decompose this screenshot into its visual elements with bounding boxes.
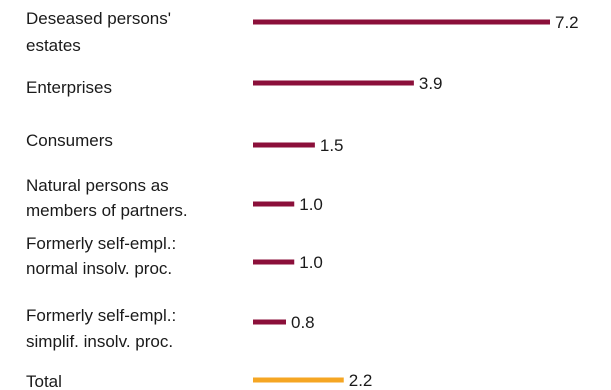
value-label: 1.0 <box>299 195 323 214</box>
bar <box>253 142 315 148</box>
category-label-line: estates <box>26 36 81 55</box>
category-label-line: Natural persons as <box>26 176 169 195</box>
value-label: 0.8 <box>291 313 315 332</box>
value-label: 2.2 <box>349 371 373 390</box>
category-label-line: Formerly self-empl.: <box>26 234 176 253</box>
value-label: 3.9 <box>419 74 443 93</box>
category-label-line: simplif. insolv. proc. <box>26 332 173 351</box>
value-label: 7.2 <box>555 13 579 32</box>
category-label-line: Total <box>26 372 62 390</box>
bar-total <box>253 377 344 383</box>
category-labels: Deseased persons' estates Enterprises Consu… <box>26 9 188 390</box>
bars <box>253 19 550 383</box>
value-label: 1.5 <box>320 136 344 155</box>
category-label: Total <box>26 372 62 390</box>
category-label: Formerly self-empl.: normal insolv. proc. <box>26 234 176 278</box>
bar <box>253 201 295 207</box>
bar <box>253 319 286 325</box>
category-label: Natural persons as members of partners. <box>26 176 188 220</box>
category-label-line: Deseased persons' <box>26 9 171 28</box>
bar <box>253 259 295 265</box>
category-label: Deseased persons' estates <box>26 9 171 55</box>
value-label: 1.0 <box>299 253 323 272</box>
bar <box>253 19 550 25</box>
category-label-line: Enterprises <box>26 78 112 97</box>
category-label-line: normal insolv. proc. <box>26 259 172 278</box>
category-label-line: Consumers <box>26 131 113 150</box>
value-labels: 7.2 3.9 1.5 1.0 1.0 0.8 2.2 <box>291 13 579 390</box>
category-label: Consumers <box>26 131 113 150</box>
bar <box>253 80 414 86</box>
category-label: Enterprises <box>26 78 112 97</box>
category-label-line: members of partners. <box>26 201 188 220</box>
category-label: Formerly self-empl.: simplif. insolv. pro… <box>26 306 176 351</box>
category-label-line: Formerly self-empl.: <box>26 306 176 325</box>
